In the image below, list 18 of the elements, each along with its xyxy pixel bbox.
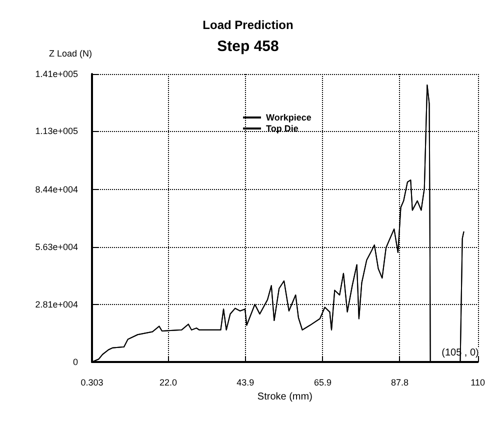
y-tick-label: 2.81e+004 <box>35 300 78 310</box>
x-tick-label: 0.303 <box>80 378 104 388</box>
x-tick-label: 65.9 <box>314 378 332 388</box>
x-axis-title: Stroke (mm) <box>257 391 312 402</box>
x-tick-label: 87.8 <box>390 378 409 388</box>
y-tick-label: 1.13e+005 <box>35 126 78 136</box>
x-tick-label: 110 <box>470 378 486 388</box>
y-tick-label: 8.44e+004 <box>35 184 78 195</box>
y-tick-label: 5.63e+004 <box>35 242 78 252</box>
x-tick-label: 22.0 <box>160 378 178 388</box>
y-tick-label: 1.41e+005 <box>35 69 78 79</box>
y-tick-label: 0 <box>72 357 78 367</box>
chart-title: Load Prediction <box>202 18 294 32</box>
x-tick-label: 43.9 <box>236 378 254 388</box>
legend-label: Top Die <box>266 124 298 134</box>
chart-subtitle: Step 458 <box>217 38 279 55</box>
legend-label: Workpiece <box>266 112 312 122</box>
y-axis-title: Z Load (N) <box>48 48 92 58</box>
